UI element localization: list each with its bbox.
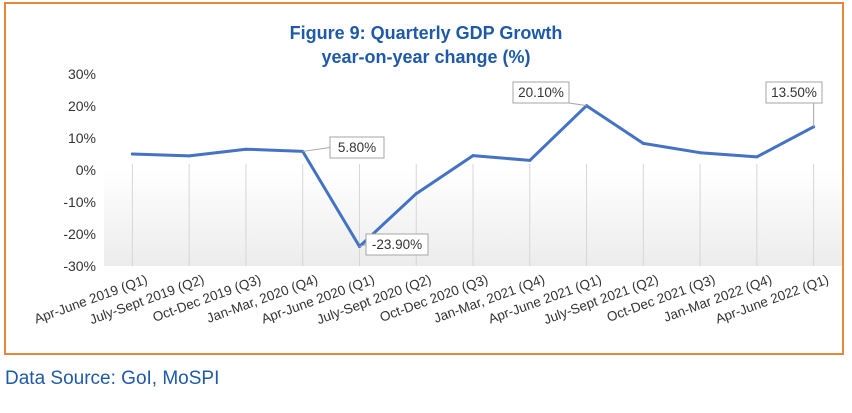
callout-box: [365, 233, 429, 256]
data-label: 5.80%: [338, 140, 376, 155]
data-point: [471, 154, 475, 158]
data-point: [244, 147, 248, 151]
data-point: [698, 151, 702, 155]
chart-subtitle: year-on-year change (%): [321, 47, 530, 67]
callout-leader: [568, 102, 587, 107]
callout-leader: [302, 147, 331, 152]
callout-leader: [359, 244, 367, 247]
y-tick-label: -30%: [63, 258, 96, 274]
callout-box: [512, 81, 570, 104]
gdp-growth-chart: 30%20%10%0%-10%-20%-30% Apr-June 2019 (Q…: [32, 23, 842, 327]
data-point: [528, 158, 532, 162]
data-point: [187, 154, 191, 158]
callout-box: [329, 136, 385, 159]
data-source-note: Data Source: GoI, MoSPI: [5, 368, 220, 389]
y-tick-label: 30%: [68, 66, 96, 82]
chart-title: Figure 9: Quarterly GDP Growth: [290, 23, 563, 43]
data-point: [414, 192, 418, 196]
data-label: 20.10%: [518, 85, 564, 100]
y-tick-label: -10%: [63, 194, 96, 210]
data-label: -23.90%: [372, 237, 422, 252]
y-tick-label: -20%: [63, 226, 96, 242]
callout-box: [765, 81, 823, 104]
data-point: [755, 155, 759, 159]
y-tick-label: 0%: [76, 162, 96, 178]
data-point: [130, 152, 134, 156]
data-point: [641, 141, 645, 145]
y-tick-label: 20%: [68, 98, 96, 114]
y-tick-label: 10%: [68, 130, 96, 146]
data-label: 13.50%: [771, 85, 817, 100]
